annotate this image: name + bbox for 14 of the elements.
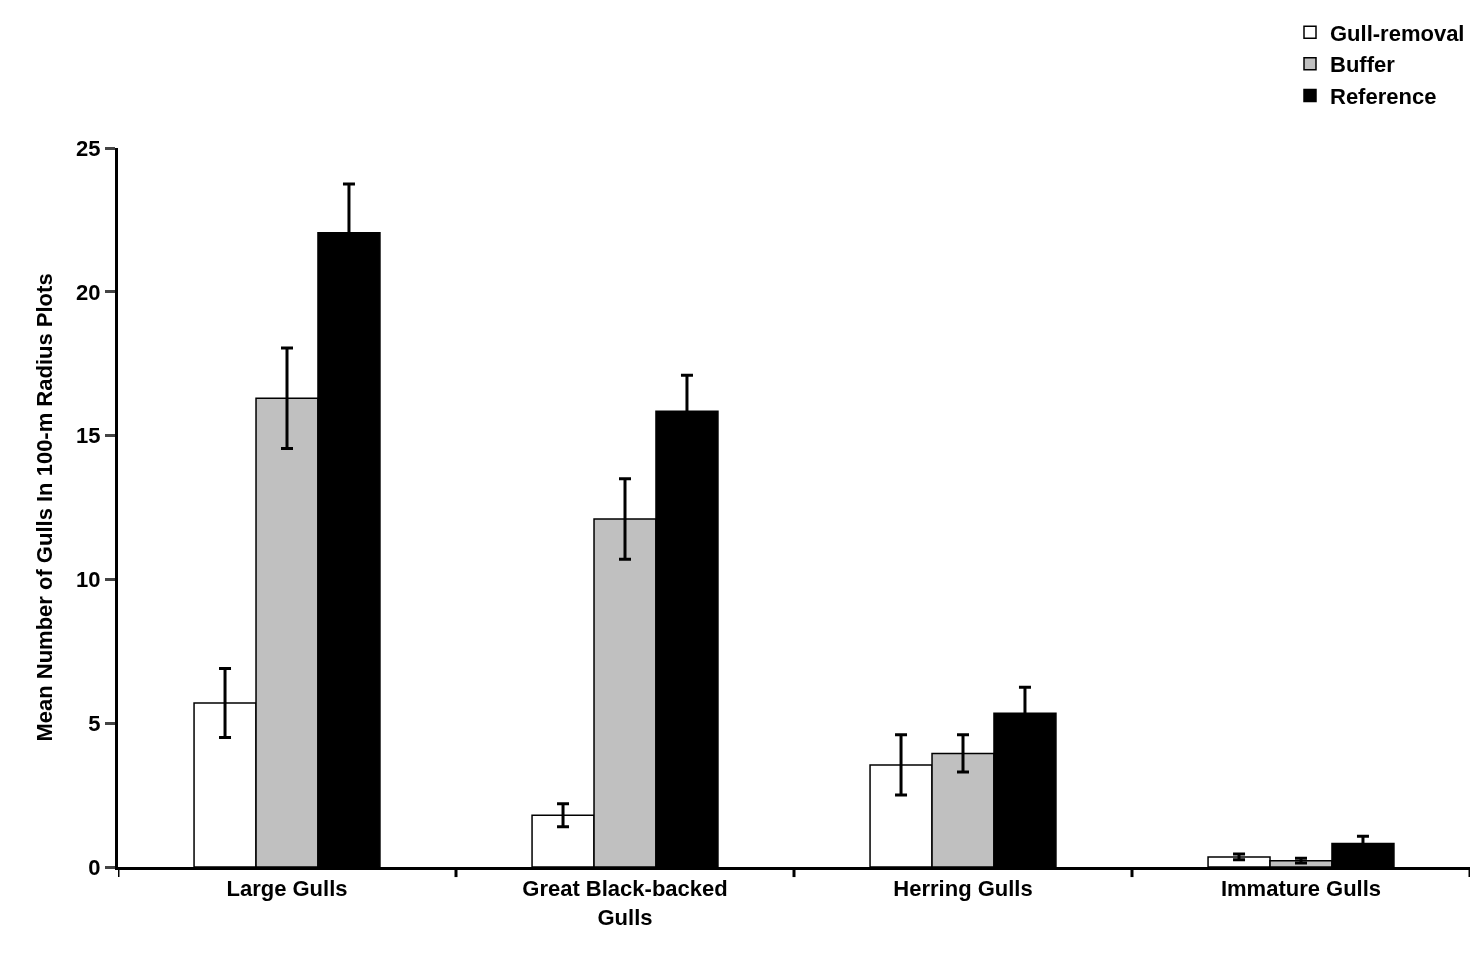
- x-tick-label: Immature Gulls: [1220, 876, 1382, 902]
- y-tick-label: 0: [88, 854, 101, 880]
- y-tick-label: 25: [76, 135, 101, 161]
- y-tick-label: 20: [76, 279, 101, 305]
- legend-label: Buffer: [1330, 52, 1396, 78]
- y-tick-label: 10: [76, 567, 101, 593]
- y-tick-label: 15: [76, 423, 101, 449]
- y-tick-label: 5: [88, 710, 101, 736]
- x-tick-label: Herring Gulls: [893, 876, 1033, 902]
- x-tick-label: Great Black-backed Gulls: [522, 876, 728, 930]
- legend-label: Reference: [1330, 83, 1437, 109]
- y-axis-title: Mean Number of Gulls In 100-m Radius Plots: [31, 273, 57, 742]
- x-tick-label: Large Gulls: [226, 876, 348, 902]
- legend-label: Gull-removal: [1330, 20, 1465, 46]
